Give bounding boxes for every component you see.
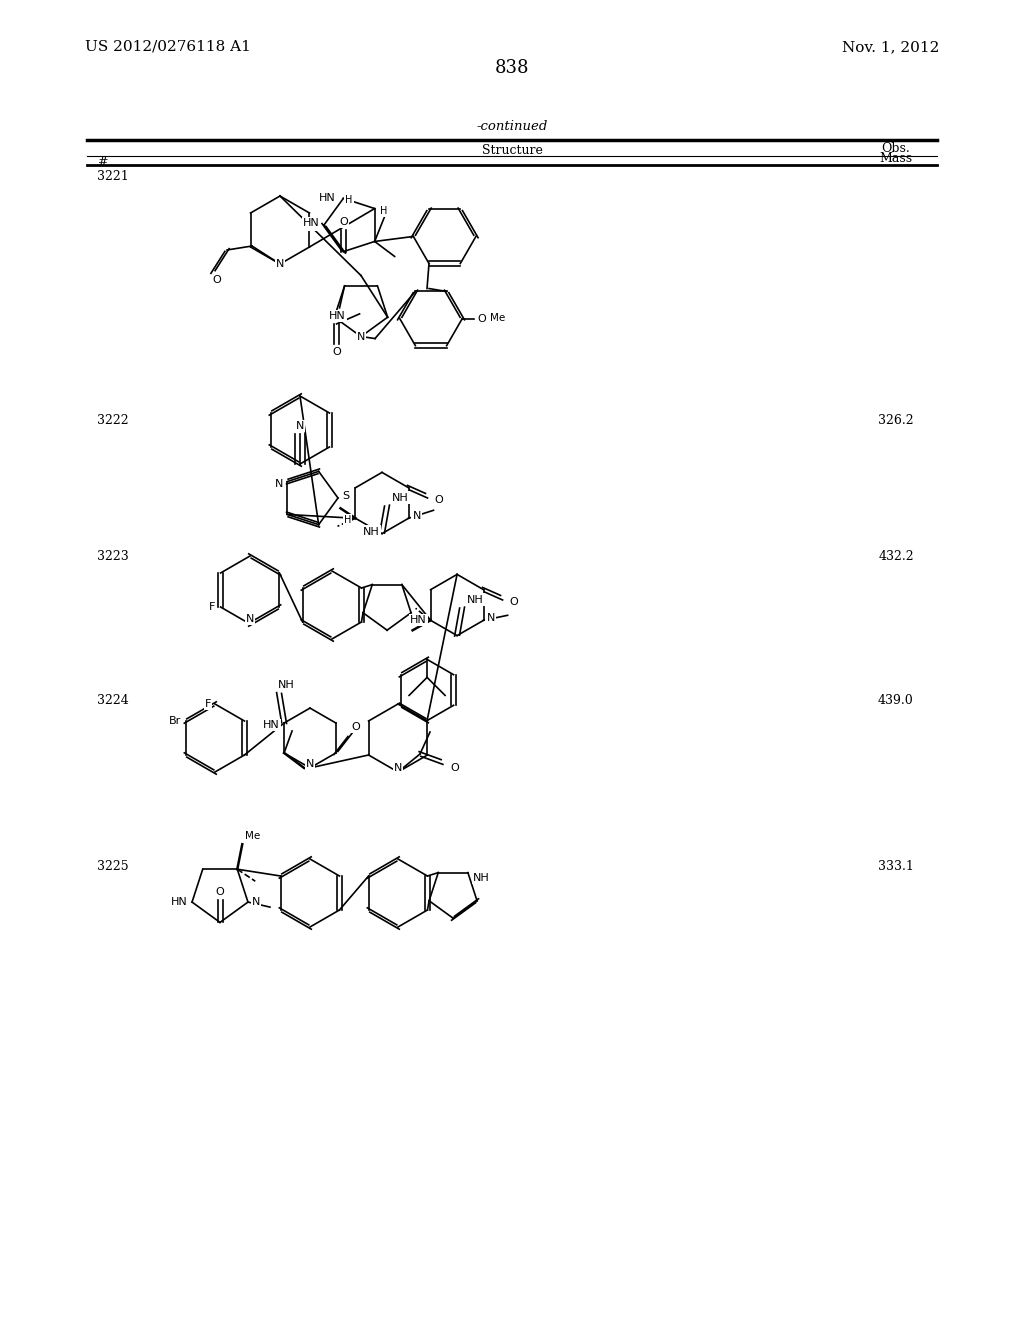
Text: Me: Me: [246, 832, 260, 841]
Text: N: N: [252, 898, 260, 907]
Text: NH: NH: [392, 492, 409, 503]
Text: 333.1: 333.1: [878, 861, 914, 874]
Text: Nov. 1, 2012: Nov. 1, 2012: [842, 40, 939, 54]
Text: 326.2: 326.2: [879, 414, 913, 428]
Text: HN: HN: [171, 898, 188, 907]
Text: F: F: [205, 700, 211, 709]
Text: NH: NH: [278, 680, 295, 690]
Text: NH: NH: [364, 527, 380, 537]
Text: Mass: Mass: [880, 153, 912, 165]
Text: O: O: [332, 347, 341, 356]
Text: US 2012/0276118 A1: US 2012/0276118 A1: [85, 40, 251, 54]
Text: HN: HN: [329, 312, 346, 321]
Text: HN: HN: [303, 218, 319, 228]
Text: H: H: [380, 206, 387, 215]
Text: NH: NH: [467, 594, 483, 605]
Text: N: N: [296, 421, 304, 432]
Text: N: N: [275, 479, 284, 488]
Text: Me: Me: [490, 313, 506, 322]
Text: N: N: [394, 763, 402, 774]
Text: 3225: 3225: [97, 861, 129, 874]
Text: 3222: 3222: [97, 414, 129, 428]
Text: #: #: [97, 156, 108, 169]
Text: -continued: -continued: [476, 120, 548, 133]
Text: O: O: [339, 216, 348, 227]
Text: N: N: [486, 614, 495, 623]
Text: HN: HN: [318, 193, 335, 203]
Text: O: O: [510, 597, 518, 607]
Text: HN: HN: [302, 220, 319, 230]
Text: O: O: [477, 314, 486, 323]
Text: HN: HN: [263, 719, 281, 730]
Text: Obs.: Obs.: [882, 141, 910, 154]
Text: Structure: Structure: [481, 144, 543, 157]
Text: NH: NH: [473, 873, 489, 883]
Text: N: N: [306, 759, 314, 770]
Text: O: O: [351, 722, 360, 733]
Text: HN: HN: [410, 615, 427, 626]
Text: 439.0: 439.0: [879, 694, 913, 708]
Text: F: F: [209, 602, 216, 612]
Text: 3223: 3223: [97, 549, 129, 562]
Text: H: H: [344, 515, 351, 525]
Text: 838: 838: [495, 59, 529, 77]
Text: Br: Br: [169, 715, 181, 726]
Text: H: H: [345, 195, 352, 206]
Text: N: N: [356, 331, 366, 342]
Text: O: O: [434, 495, 443, 504]
Text: S: S: [342, 491, 349, 502]
Text: N: N: [413, 511, 421, 521]
Text: O: O: [216, 887, 224, 898]
Text: 432.2: 432.2: [879, 549, 913, 562]
Text: N: N: [275, 259, 285, 269]
Text: 3224: 3224: [97, 694, 129, 708]
Text: O: O: [213, 275, 221, 285]
Text: N: N: [246, 614, 254, 624]
Text: 3221: 3221: [97, 169, 129, 182]
Text: O: O: [450, 763, 459, 774]
